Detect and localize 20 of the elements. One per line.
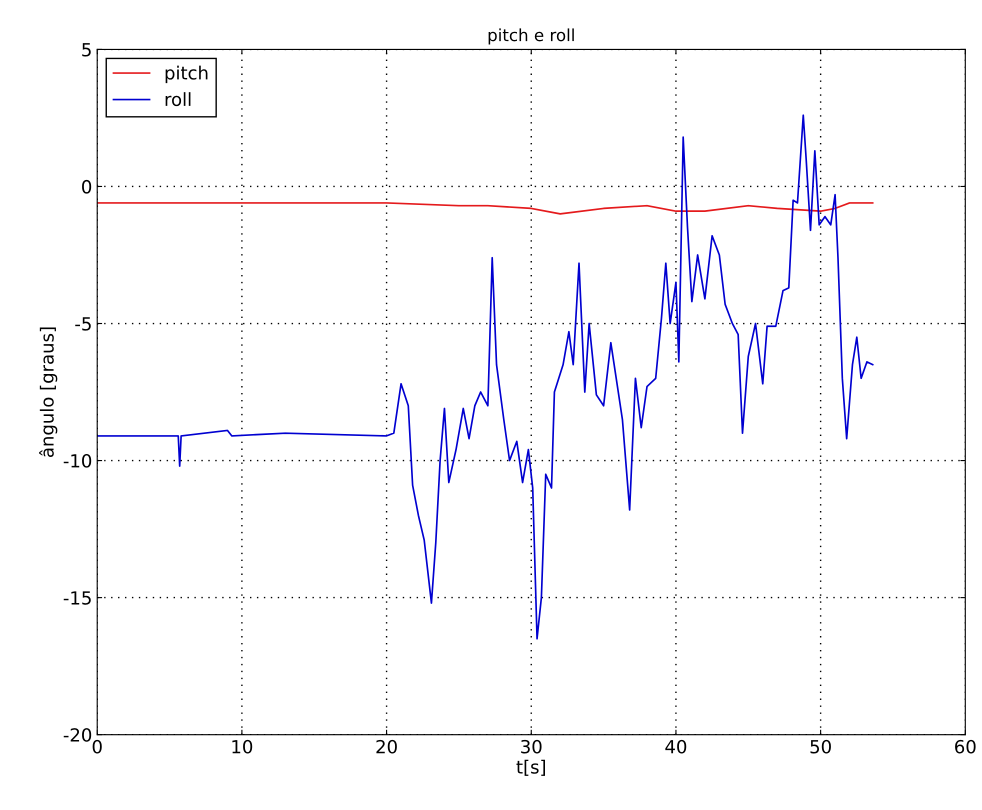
x-tick-label: 40 [665,740,686,754]
legend-label: roll [166,92,190,106]
legend-label: pitch [166,66,208,84]
y-tick-label: -15 [64,591,91,605]
y-tick-label: -10 [64,454,92,468]
y-tick-label: -20 [64,728,92,742]
x-tick-label: 20 [376,740,397,754]
x-tick-label: 0 [92,740,102,754]
x-tick-label: 50 [810,740,831,754]
x-axis-title: t[s] [516,760,545,776]
line-series [97,202,874,215]
chart-title: pitch e roll [488,28,574,45]
x-tick-label: 30 [521,740,542,754]
y-tick-label: 0 [82,180,92,194]
y-tick-label: -5 [75,317,91,331]
line-series [97,114,874,640]
x-tick-label: 10 [232,740,252,754]
y-axis-title: ângulo [graus] [39,328,58,458]
x-tick-label: 60 [955,740,976,754]
y-tick-label: 5 [82,43,91,57]
